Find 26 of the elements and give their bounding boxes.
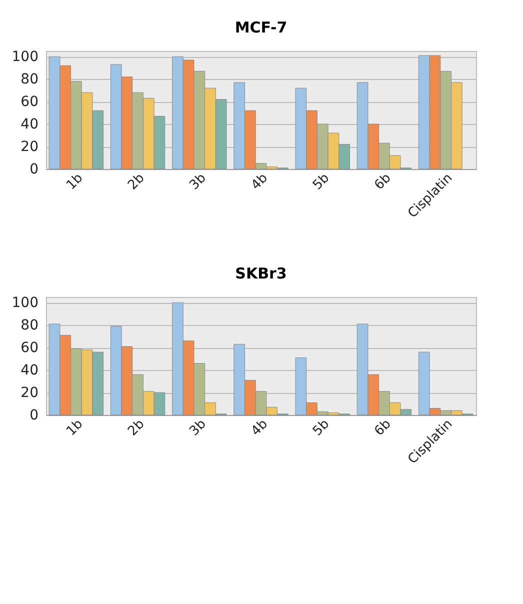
- x-tick-label: 1b: [64, 170, 86, 194]
- chart-title: MCF-7: [234, 18, 288, 37]
- x-tick-label: 6b: [372, 170, 394, 194]
- x-tick-label: 2b: [125, 416, 148, 440]
- x-tick-label: 3b: [187, 416, 210, 440]
- x-tick-label: 4b: [248, 170, 271, 194]
- y-tick-label: 20: [20, 385, 38, 402]
- y-tick-label: 100: [12, 49, 38, 66]
- x-tick-label: 6b: [372, 416, 394, 440]
- y-tick-label: 80: [20, 72, 38, 88]
- y-tick-label: 100: [12, 295, 38, 312]
- x-tick-label: 4b: [248, 416, 271, 440]
- y-tick-label: 40: [20, 362, 38, 379]
- y-tick-label: 0: [30, 408, 38, 424]
- y-tick-label: 20: [20, 139, 38, 156]
- y-tick-label: 80: [20, 318, 38, 334]
- y-tick-label: 60: [20, 340, 38, 356]
- chart-title: SKBr3: [235, 264, 287, 283]
- y-tick-label: 40: [20, 116, 38, 133]
- x-tick-label: 5b: [310, 416, 333, 440]
- x-tick-label: 1b: [64, 416, 86, 440]
- x-tick-label: 3b: [187, 170, 210, 194]
- x-tick-label: 2b: [125, 170, 148, 194]
- y-tick-label: 0: [30, 162, 38, 178]
- x-tick-label: 5b: [310, 170, 333, 194]
- y-tick-label: 60: [20, 94, 38, 110]
